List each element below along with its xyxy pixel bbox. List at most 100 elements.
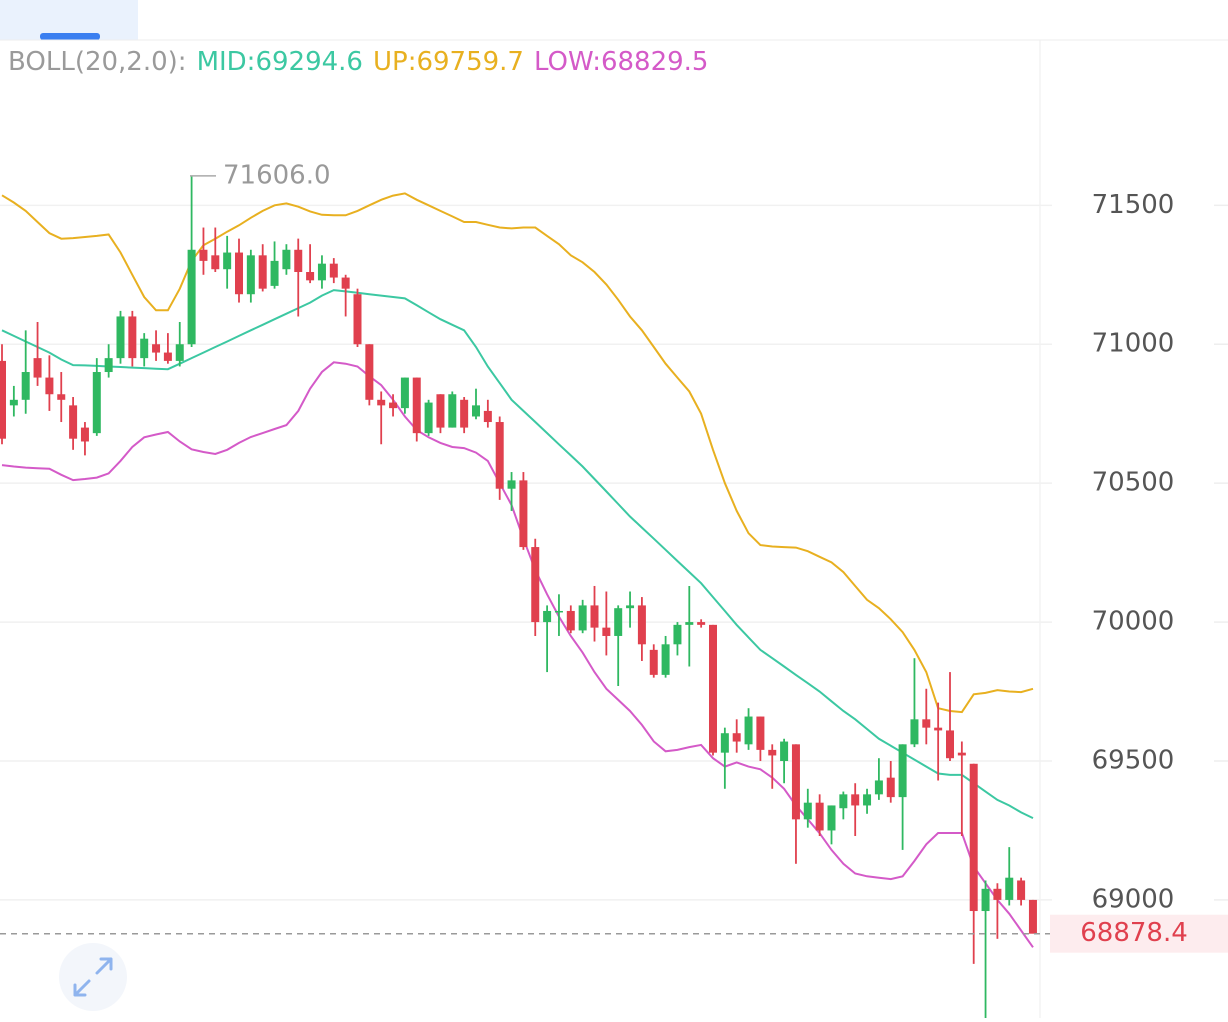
- y-tick-label: 69500: [1092, 745, 1175, 775]
- candle-body: [554, 610, 563, 613]
- candle-body: [317, 263, 326, 281]
- legend-name: LOW:: [534, 47, 601, 77]
- candle-body: [116, 316, 125, 359]
- candle-body: [768, 749, 777, 756]
- candle-body: [69, 405, 78, 439]
- expand-button[interactable]: [59, 943, 127, 1011]
- candle-body: [744, 716, 753, 745]
- candle-body: [140, 338, 149, 359]
- candle-body: [969, 763, 978, 912]
- candle-body: [104, 358, 113, 373]
- candle-body: [780, 741, 789, 761]
- candle-body: [187, 249, 196, 345]
- candle-body: [152, 344, 161, 353]
- candle-body: [1017, 880, 1026, 900]
- candle-body: [472, 405, 480, 417]
- candle-body: [614, 608, 623, 636]
- candle-body: [246, 255, 255, 295]
- y-tick-label: 70000: [1092, 607, 1175, 637]
- candle-body: [673, 624, 682, 645]
- candle-body: [756, 716, 765, 750]
- candle-body: [92, 372, 101, 434]
- candle-body: [1005, 877, 1014, 900]
- candle-body: [460, 399, 469, 428]
- indicator-legend: BOLL(20,2.0): MID:69294.6 UP:69759.7 LOW:68…: [8, 47, 708, 77]
- candle-body: [685, 622, 694, 625]
- candle-body: [128, 316, 137, 359]
- candle-body: [80, 427, 89, 442]
- candle-body: [495, 422, 504, 489]
- candle-body: [199, 249, 208, 261]
- grid: 69000 69500 70000 70500 71000 71500: [0, 190, 1228, 914]
- legend-value: 69759.7: [416, 47, 524, 77]
- candle-body: [661, 644, 670, 675]
- candle-body: [590, 605, 599, 628]
- candle-body: [863, 794, 872, 806]
- candle-body: [21, 372, 30, 400]
- candle-body: [436, 394, 445, 428]
- candle-body: [934, 727, 943, 731]
- legend-name: MID:: [197, 47, 256, 77]
- indicator-name: BOLL(20,2.0):: [8, 47, 187, 77]
- candle-body: [981, 888, 990, 912]
- y-tick-label: 71000: [1092, 329, 1175, 359]
- candle-body: [815, 802, 824, 831]
- candle-body: [163, 352, 172, 361]
- last-price-box: [1050, 914, 1228, 953]
- candle-body: [294, 249, 303, 272]
- candle-body: [839, 794, 848, 809]
- band-line: [1, 361, 1034, 948]
- candle-body: [566, 610, 575, 631]
- candle-body: [282, 249, 291, 270]
- candle-body: [519, 480, 528, 548]
- legend-value: 69294.6: [255, 47, 363, 77]
- candle-body: [827, 805, 836, 831]
- candle-body: [993, 888, 1002, 900]
- candle-body: [898, 744, 907, 798]
- candle-body: [223, 252, 232, 270]
- candle-body: [424, 402, 433, 434]
- candle-body: [803, 802, 812, 820]
- last-price-label: 68878.4: [1080, 918, 1188, 948]
- y-tick-label: 70500: [1092, 468, 1175, 498]
- candle-body: [329, 263, 338, 278]
- candle-body: [626, 605, 635, 609]
- candle-body: [531, 547, 540, 623]
- candle-body: [910, 719, 919, 745]
- candle-body: [697, 622, 706, 625]
- candle-body: [507, 480, 516, 489]
- candle-body: [270, 260, 279, 286]
- bands: [1, 192, 1034, 948]
- high-label: 71606.0: [223, 160, 331, 190]
- candle-body: [57, 394, 66, 400]
- candle-body: [175, 344, 184, 361]
- candle-body: [0, 360, 6, 439]
- candle-body: [365, 344, 374, 400]
- candle-body: [602, 627, 611, 636]
- candle-body: [649, 649, 658, 675]
- candle-body: [377, 399, 386, 406]
- candle-body: [9, 399, 18, 406]
- candle-body: [886, 777, 895, 798]
- candle-body: [946, 730, 954, 759]
- candle-body: [341, 277, 350, 289]
- tab-indicator: [40, 33, 100, 40]
- candle-body: [957, 752, 966, 756]
- candle-body: [258, 255, 267, 289]
- legend-name: UP:: [373, 47, 416, 77]
- y-tick-label: 71500: [1092, 190, 1175, 220]
- y-tick-label: 69000: [1092, 884, 1175, 914]
- expand-bg[interactable]: [59, 943, 127, 1011]
- candle-body: [235, 252, 243, 295]
- candle-body: [389, 402, 398, 409]
- candle-body: [306, 271, 315, 281]
- candle-body: [922, 719, 931, 728]
- candle-body: [851, 794, 860, 806]
- candle-body: [45, 377, 54, 395]
- legend: MID:69294.6 UP:69759.7 LOW:68829.5: [197, 47, 709, 77]
- legend-value: 68829.5: [601, 47, 709, 77]
- expand-icon[interactable]: [73, 957, 113, 997]
- candle-body: [412, 377, 421, 434]
- candle-body: [483, 410, 492, 423]
- candle-body: [33, 358, 42, 378]
